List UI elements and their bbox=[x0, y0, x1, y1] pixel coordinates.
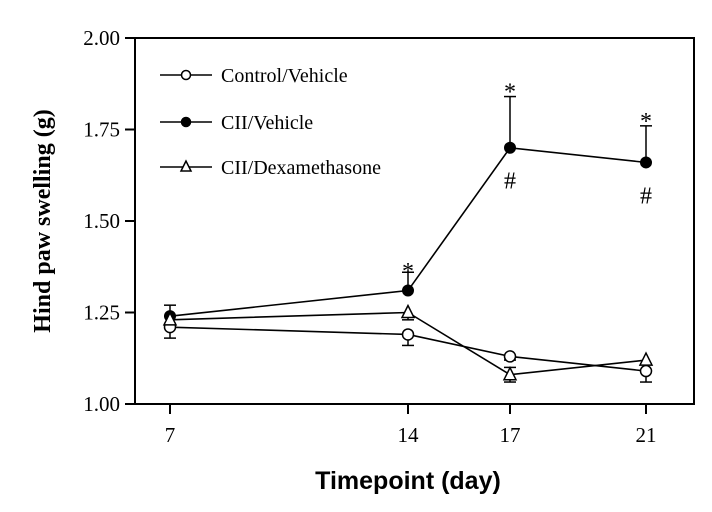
data-point-filled-circle bbox=[504, 141, 516, 154]
annotations: * * # * # bbox=[402, 80, 652, 285]
data-point-filled-circle bbox=[640, 156, 652, 169]
y-axis-title: Hind paw swelling (g) bbox=[30, 109, 56, 332]
series-layer bbox=[162, 95, 654, 383]
y-axis: 1.00 1.25 1.50 1.75 2.00 bbox=[83, 26, 135, 416]
data-point-open-triangle bbox=[162, 311, 178, 326]
legend-marker-filled-circle-icon bbox=[180, 116, 192, 128]
plot-frame bbox=[134, 37, 695, 405]
y-tick-label: 1.75 bbox=[83, 118, 120, 142]
data-point-filled-circle bbox=[402, 284, 414, 297]
significance-star: * bbox=[504, 80, 516, 106]
legend-label-cii-vehicle: CII/Vehicle bbox=[221, 112, 313, 134]
data-point-open-triangle bbox=[638, 351, 654, 366]
series-line bbox=[169, 311, 647, 376]
x-tick-label: 17 bbox=[500, 423, 521, 447]
significance-star: * bbox=[402, 259, 414, 285]
legend-label-control-vehicle: Control/Vehicle bbox=[221, 65, 348, 87]
data-point-open-circle bbox=[639, 364, 653, 378]
series-cii-vehicle bbox=[164, 95, 652, 323]
data-point-open-triangle bbox=[400, 303, 416, 319]
legend: Control/Vehicle CII/Vehicle CII/Dexameth… bbox=[160, 65, 381, 179]
legend-marker-open-triangle-icon bbox=[179, 159, 193, 172]
series-line bbox=[169, 146, 647, 317]
data-point-open-triangle bbox=[502, 366, 518, 381]
data-point-open-circle bbox=[503, 350, 517, 363]
y-tick-label: 2.00 bbox=[83, 26, 120, 50]
x-axis: 7 14 17 21 bbox=[165, 404, 657, 447]
x-tick-label: 21 bbox=[636, 423, 657, 447]
x-tick-label: 7 bbox=[165, 423, 176, 447]
x-axis-title: Timepoint (day) bbox=[315, 467, 501, 495]
y-tick-label: 1.25 bbox=[83, 301, 120, 325]
series-cii-dexamethasone bbox=[162, 303, 654, 383]
significance-star: * bbox=[640, 109, 652, 135]
series-line bbox=[169, 326, 647, 372]
series-control-vehicle bbox=[163, 315, 653, 383]
significance-hash: # bbox=[640, 183, 652, 209]
significance-hash: # bbox=[504, 169, 516, 195]
y-tick-label: 1.50 bbox=[83, 209, 120, 233]
y-tick-label: 1.00 bbox=[83, 392, 120, 416]
legend-marker-open-circle-icon bbox=[180, 69, 192, 81]
legend-label-cii-dexamethasone: CII/Dexamethasone bbox=[221, 157, 381, 179]
data-point-open-circle bbox=[401, 328, 415, 341]
x-tick-label: 14 bbox=[398, 423, 420, 447]
